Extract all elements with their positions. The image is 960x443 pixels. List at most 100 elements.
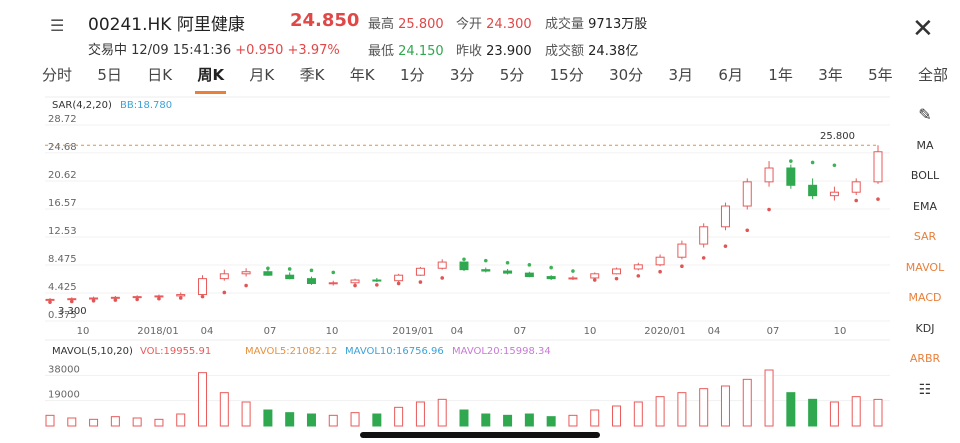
sar-dot [69,299,74,304]
x-tick-label: 2018/01 [137,326,179,337]
tab[interactable]: 年K [349,66,375,84]
sar-dot [375,283,379,287]
sar-dot [614,276,619,281]
sar-dot [48,300,52,304]
stat-label: 成交量 [545,17,585,32]
tab[interactable]: 全部 [917,66,948,84]
sar-dot [396,281,401,286]
tab[interactable]: 15分 [549,66,584,84]
candle-body [546,276,556,280]
tab[interactable]: 3月 [668,66,694,84]
candle-body [720,205,730,228]
sar-dot [571,269,575,273]
candle-body [241,271,251,275]
volume-bar [612,405,622,427]
sar-dot [789,159,793,163]
volume-bar [45,414,55,427]
tab[interactable]: 分时 [42,66,73,84]
x-tick-label: 10 [77,326,90,337]
y-tick-label: 20.62 [48,170,77,181]
x-tick-label: 04 [201,326,214,337]
volume-bar [132,417,142,427]
menu-icon[interactable]: ☰ [50,16,65,35]
tab[interactable]: 周K [195,62,227,94]
candle-body [67,298,77,301]
x-tick-label: 2020/01 [644,326,686,337]
sar-dot [832,163,837,168]
sar-dot [876,197,880,201]
sar-dot [287,267,292,271]
volume-bar [808,398,818,427]
indicator-option[interactable]: MA [916,138,934,152]
sar-dot [680,264,684,269]
candle-body [677,243,687,258]
code: 00241.HK [88,15,172,35]
volume-bar [873,398,883,427]
stat-label: 最低 [368,44,395,59]
sar-dot [244,283,248,288]
tab[interactable]: 5年 [868,66,893,84]
stat-value: 9713万股 [588,17,648,32]
volume-bar [241,401,251,427]
indicator-name: SAR(4,2,20) [52,100,112,111]
candle-body [829,191,839,197]
sar-dot [418,280,423,284]
candle-body [350,279,360,284]
sar-dot [723,244,728,248]
candle-body [132,296,142,299]
tab[interactable]: 6月 [718,66,743,84]
stat-value: 23.900 [486,44,532,59]
indicator-name: MAVOL(5,10,20) [52,346,133,357]
indicator-option[interactable]: SAR [913,230,937,243]
stat-label: 今开 [456,17,483,32]
tab[interactable]: 1年 [768,66,793,84]
status-row: 交易中 12/09 15:41:36 +0.950 +3.97% [88,39,340,58]
tab[interactable]: 3年 [818,66,843,84]
x-tick-label: 10 [326,326,339,337]
settings-icon: ☷ [918,381,932,398]
sar-dot [745,228,750,233]
sar-dot [178,296,183,300]
indicator-option[interactable]: MAVOL [905,260,945,274]
candle-body [742,181,752,207]
y-tick-label: 16.57 [48,198,77,209]
edit-icon[interactable]: ✎ [918,105,932,124]
tab[interactable]: 季K [299,66,325,84]
y-tick-label: 8.475 [48,254,77,265]
time: 12/09 15:41:36 [131,43,232,58]
indicator-option[interactable]: BOLL [910,169,940,182]
stat: 今开 24.300 [456,13,532,32]
tab[interactable]: 月K [249,66,275,84]
home-indicator [360,432,600,438]
tab[interactable]: 日K [147,66,173,84]
stat-label: 昨收 [456,44,483,59]
candle-body [459,261,469,271]
tab[interactable]: 5日 [97,66,122,84]
indicator-option[interactable]: ARBR [909,352,941,365]
volume-bar [524,413,534,427]
indicator-option[interactable]: KDJ [915,321,935,335]
sar-dot [505,260,510,265]
close-button[interactable]: ✕ [912,14,934,44]
stat-value: 25.800 [398,17,444,32]
tab[interactable]: 1分 [399,66,425,84]
indicator-option[interactable]: MACD [908,291,942,304]
tab[interactable]: 3分 [449,66,475,84]
y-tick-label: 4.425 [48,282,77,293]
candle-body [503,270,513,274]
indicator-option[interactable]: EMA [913,199,937,213]
sar-dot [592,278,597,282]
stat-label: 最高 [368,17,395,32]
candle-body [437,261,447,269]
candle-body [89,297,99,300]
volume-bar [786,392,796,427]
tab[interactable]: 30分 [609,66,644,84]
sar-dot [331,270,336,275]
volume-bar [176,413,186,427]
x-tick-label: 04 [451,326,464,337]
tab[interactable]: 5分 [499,66,525,84]
candle-body [394,274,404,282]
sar-dot [527,263,532,267]
volume-bar [459,409,469,427]
volume-bar [154,418,164,427]
